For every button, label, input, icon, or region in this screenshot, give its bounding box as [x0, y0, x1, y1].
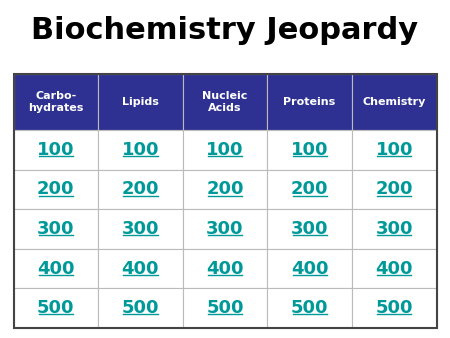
Text: 500: 500 — [122, 299, 159, 317]
Text: 500: 500 — [375, 299, 413, 317]
Text: 500: 500 — [37, 299, 75, 317]
Text: Lipids: Lipids — [122, 97, 159, 107]
Text: 200: 200 — [291, 180, 328, 198]
Text: Biochemistry Jeopardy: Biochemistry Jeopardy — [32, 16, 419, 45]
Text: 200: 200 — [375, 180, 413, 198]
Text: 100: 100 — [375, 141, 413, 159]
Text: 300: 300 — [122, 220, 159, 238]
Text: 500: 500 — [206, 299, 244, 317]
Text: 300: 300 — [206, 220, 244, 238]
Text: 400: 400 — [37, 260, 75, 277]
Text: 300: 300 — [375, 220, 413, 238]
Text: Proteins: Proteins — [284, 97, 336, 107]
Text: 400: 400 — [206, 260, 244, 277]
Text: 400: 400 — [122, 260, 159, 277]
Text: 500: 500 — [291, 299, 328, 317]
Text: 400: 400 — [291, 260, 328, 277]
Text: 200: 200 — [206, 180, 244, 198]
Text: 400: 400 — [375, 260, 413, 277]
Text: Nucleic
Acids: Nucleic Acids — [202, 92, 248, 113]
Text: 300: 300 — [291, 220, 328, 238]
Text: 200: 200 — [37, 180, 75, 198]
Text: 100: 100 — [291, 141, 328, 159]
Text: 100: 100 — [37, 141, 75, 159]
Text: 300: 300 — [37, 220, 75, 238]
Text: 100: 100 — [122, 141, 159, 159]
Text: Carbo-
hydrates: Carbo- hydrates — [28, 92, 84, 113]
Text: 100: 100 — [206, 141, 244, 159]
Text: 200: 200 — [122, 180, 159, 198]
Text: Chemistry: Chemistry — [363, 97, 426, 107]
